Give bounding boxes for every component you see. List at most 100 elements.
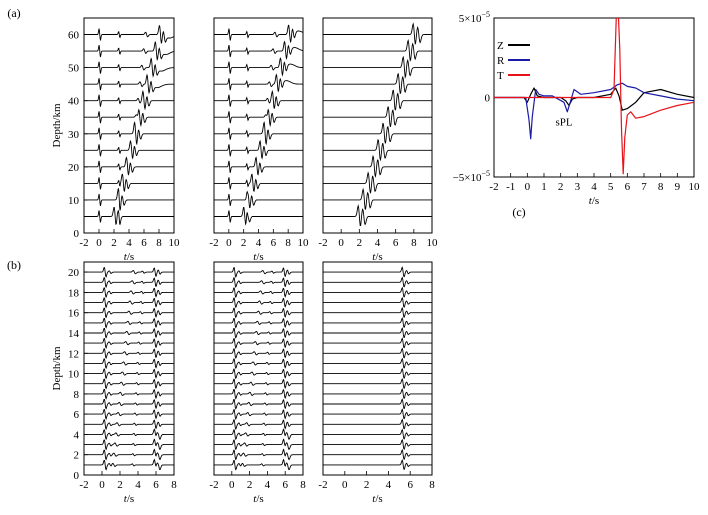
waveform-trace [84,57,174,78]
subpanel-z: -2 0 2 4 6 8 t/s [79,261,177,505]
waveform-trace [323,22,432,45]
waveform-trace [214,317,303,329]
y-tick-label: 16 [68,308,80,320]
x-tick-label: 2 [364,479,370,491]
plot-frame [322,261,433,476]
waveform-trace [323,55,432,79]
waveform-trace [323,306,432,318]
panel-c: -2 -1 0 1 2 3 4 5 6 7 8 9 105×10−50−5×10−5t/s(c)ZRTs… [453,10,700,219]
waveform-trace [214,89,303,109]
x-tick-label: 8 [411,237,417,249]
waveform-trace [214,57,303,77]
waveform-trace [323,171,432,194]
y-tick-label: 0 [74,228,80,240]
waveform-trace [84,40,174,61]
x-tick-label: 6 [271,237,277,249]
waveform-trace [323,459,432,470]
x-tick-label: 10 [689,181,701,193]
x-tick-label: 8 [300,479,306,491]
waveform-trace [323,72,432,94]
legend-label: Z [497,40,504,52]
x-tick-label: 6 [153,479,159,491]
waveform-trace [84,448,174,461]
waveform-trace [84,207,174,226]
waveform-trace [323,438,432,450]
x-tick-label: 8 [171,479,177,491]
x-axis-label: t/s [589,195,599,207]
waveform-trace [84,378,174,390]
x-tick-label: 5 [608,181,614,193]
waveform-trace [323,122,432,144]
subpanel-z: -2 0 2 4 6 8 10 t/s [79,17,181,263]
waveform-trace [214,307,303,319]
waveform-trace [214,156,303,176]
waveform-trace [323,187,432,210]
x-tick-label: 2 [111,237,117,249]
waveform-trace [323,418,432,430]
legend-label: T [497,70,504,82]
waveform-trace [323,347,432,359]
x-tick-label: -2 [489,181,498,193]
waveform-trace [214,448,303,461]
waveform-trace [323,337,432,349]
series-line-r [494,82,694,140]
waveform-trace [214,207,303,226]
x-tick-label: 4 [591,181,597,193]
x-tick-label: 10 [169,237,181,249]
y-axis-label: Depth/km [51,346,63,390]
x-axis-label: t/s [124,493,134,505]
y-tick-label: 2 [74,450,80,462]
waveform-trace [84,139,174,160]
waveform-trace [84,24,174,44]
waveform-trace [323,388,432,399]
waveform-trace [214,458,303,471]
x-tick-label: 4 [126,237,132,249]
x-tick-label: 8 [156,237,162,249]
waveform-trace [84,368,174,380]
waveform-trace [214,348,303,360]
x-axis-label: t/s [372,493,382,505]
y-tick-label: 0 [485,93,491,105]
waveform-trace [323,204,432,227]
x-tick-label: 8 [429,479,435,491]
waveform-trace [323,38,432,62]
waveform-trace [323,377,432,389]
waveform-trace [84,73,174,95]
waveform-trace [214,428,303,441]
waveform-trace [214,287,303,299]
waveform-trace [214,40,303,60]
y-tick-label: −5×10−5 [453,169,490,184]
x-axis-label: t/s [124,251,134,263]
y-tick-label: 6 [74,409,80,421]
waveform-trace [214,438,303,451]
legend: ZRT [497,40,530,82]
waveform-trace [323,89,432,111]
x-tick-label: -2 [79,479,88,491]
waveform-trace [84,307,174,319]
waveform-trace [84,267,174,279]
waveform-trace [84,328,174,339]
subpanel-r: -2 0 2 4 6 8 t/s [209,261,306,505]
waveform-trace [214,409,303,420]
subpanel-r: -2 0 2 4 6 8 10 t/s [209,17,309,263]
panel-label: (c) [512,205,525,219]
waveform-trace [214,368,303,380]
y-tick-label: 50 [68,63,80,75]
x-tick-label: 10 [427,237,439,249]
waveform-trace [214,190,303,209]
x-tick-label: 6 [393,237,399,249]
waveform-trace [214,108,303,128]
x-tick-label: 0 [338,237,344,249]
x-tick-label: 7 [641,181,647,193]
x-tick-label: 0 [525,181,531,193]
waveform-trace [84,173,174,192]
waveform-trace [214,338,303,349]
waveform-trace [323,154,432,178]
y-axis-label: Depth/km [51,103,63,147]
y-tick-label: 8 [74,389,80,401]
x-tick-label: 0 [226,237,232,249]
waveform-trace [323,398,432,410]
